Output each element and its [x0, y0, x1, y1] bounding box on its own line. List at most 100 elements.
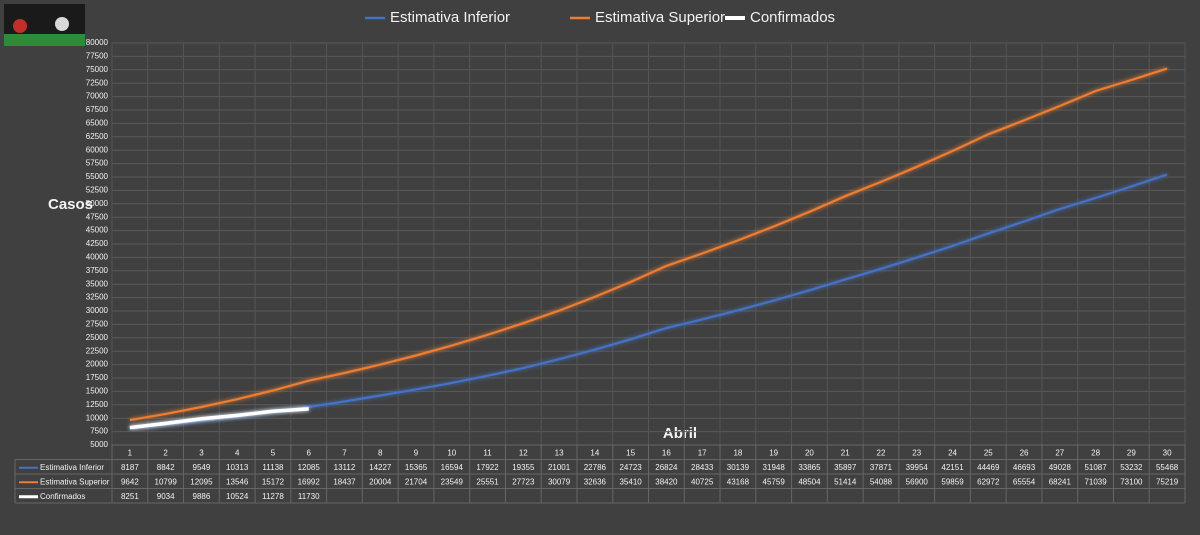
- table-cell: 40725: [691, 477, 714, 486]
- table-cell: 9642: [121, 477, 139, 486]
- legend-label: Estimativa Inferior: [390, 9, 510, 26]
- y-tick-label: 22500: [86, 346, 109, 355]
- table-cell: 26824: [655, 463, 678, 472]
- y-tick-label: 57500: [86, 159, 109, 168]
- table-cell: 49028: [1049, 463, 1072, 472]
- table-cell: 37871: [870, 463, 893, 472]
- x-axis-title: Abril: [663, 425, 697, 442]
- x-tick-label: 15: [626, 448, 635, 457]
- table-cell: 21704: [405, 477, 428, 486]
- x-tick-label: 22: [877, 448, 886, 457]
- y-tick-label: 25000: [86, 333, 109, 342]
- table-cell: 21001: [548, 463, 571, 472]
- table-cell: 20004: [369, 477, 392, 486]
- table-cell: 17922: [476, 463, 499, 472]
- table-cell: 9034: [157, 492, 175, 501]
- table-cell: 73100: [1120, 477, 1143, 486]
- table-row-label: Estimativa Superior: [40, 477, 110, 486]
- table-cell: 56900: [906, 477, 929, 486]
- table-cell: 54088: [870, 477, 893, 486]
- table-cell: 10524: [226, 492, 249, 501]
- table-cell: 28433: [691, 463, 714, 472]
- table-cell: 13546: [226, 477, 249, 486]
- y-tick-label: 75000: [86, 65, 109, 74]
- x-tick-label: 19: [769, 448, 778, 457]
- legend-label: Confirmados: [750, 9, 835, 26]
- y-tick-label: 15000: [86, 387, 109, 396]
- x-tick-label: 17: [698, 448, 707, 457]
- table-row-label: Confirmados: [40, 492, 85, 501]
- table-cell: 35897: [834, 463, 857, 472]
- y-tick-label: 27500: [86, 320, 109, 329]
- x-tick-label: 2: [163, 448, 168, 457]
- y-tick-label: 80000: [86, 38, 109, 47]
- table-cell: 33865: [798, 463, 821, 472]
- table-cell: 16992: [298, 477, 321, 486]
- table-cell: 71039: [1084, 477, 1107, 486]
- table-cell: 14227: [369, 463, 392, 472]
- y-tick-label: 42500: [86, 239, 109, 248]
- table-cell: 46693: [1013, 463, 1036, 472]
- x-tick-label: 30: [1163, 448, 1172, 457]
- table-cell: 12095: [190, 477, 213, 486]
- table-cell: 42151: [941, 463, 964, 472]
- y-tick-label: 77500: [86, 52, 109, 61]
- table-cell: 13112: [334, 463, 356, 472]
- table-cell: 51087: [1084, 463, 1107, 472]
- table-cell: 16594: [441, 463, 464, 472]
- y-tick-label: 37500: [86, 266, 109, 275]
- y-tick-label: 40000: [86, 253, 109, 262]
- x-tick-label: 21: [841, 448, 850, 457]
- x-tick-label: 13: [555, 448, 564, 457]
- x-tick-label: 23: [912, 448, 921, 457]
- table-cell: 25551: [476, 477, 499, 486]
- x-tick-label: 12: [519, 448, 528, 457]
- y-tick-label: 5000: [90, 440, 108, 449]
- x-tick-label: 20: [805, 448, 814, 457]
- legend-label: Estimativa Superior: [595, 9, 725, 26]
- series-line: [129, 67, 1168, 422]
- y-tick-label: 12500: [86, 400, 109, 409]
- table-cell: 32636: [584, 477, 607, 486]
- series-line: [129, 407, 309, 430]
- table-cell: 8251: [121, 492, 139, 501]
- y-tick-label: 70000: [86, 92, 109, 101]
- table-cell: 51414: [834, 477, 857, 486]
- table-cell: 68241: [1049, 477, 1072, 486]
- table-cell: 11278: [262, 492, 284, 501]
- table-cell: 44469: [977, 463, 1000, 472]
- y-tick-label: 35000: [86, 279, 109, 288]
- x-tick-label: 27: [1055, 448, 1064, 457]
- table-cell: 9886: [193, 492, 211, 501]
- y-tick-label: 67500: [86, 105, 109, 114]
- table-row-label: Estimativa Inferior: [40, 463, 104, 472]
- x-tick-label: 6: [306, 448, 311, 457]
- table-cell: 27723: [512, 477, 535, 486]
- x-tick-label: 18: [733, 448, 742, 457]
- table-cell: 9549: [193, 463, 211, 472]
- y-tick-label: 62500: [86, 132, 109, 141]
- x-tick-label: 29: [1127, 448, 1136, 457]
- table-cell: 35410: [619, 477, 642, 486]
- x-tick-label: 7: [342, 448, 347, 457]
- y-tick-label: 47500: [86, 212, 109, 221]
- x-tick-label: 8: [378, 448, 383, 457]
- table-cell: 38420: [655, 477, 678, 486]
- table-cell: 48504: [798, 477, 821, 486]
- y-tick-label: 50000: [86, 199, 109, 208]
- table-cell: 23549: [441, 477, 464, 486]
- table-cell: 8187: [121, 463, 139, 472]
- table-cell: 11730: [298, 492, 320, 501]
- table-cell: 65554: [1013, 477, 1036, 486]
- table-cell: 22786: [584, 463, 607, 472]
- y-tick-label: 72500: [86, 78, 109, 87]
- table-cell: 45759: [763, 477, 786, 486]
- table-cell: 19355: [512, 463, 535, 472]
- x-tick-label: 9: [414, 448, 419, 457]
- x-tick-label: 4: [235, 448, 240, 457]
- x-tick-label: 1: [128, 448, 133, 457]
- table-cell: 39954: [906, 463, 929, 472]
- table-cell: 15365: [405, 463, 428, 472]
- table-cell: 53232: [1120, 463, 1143, 472]
- table-cell: 55468: [1156, 463, 1179, 472]
